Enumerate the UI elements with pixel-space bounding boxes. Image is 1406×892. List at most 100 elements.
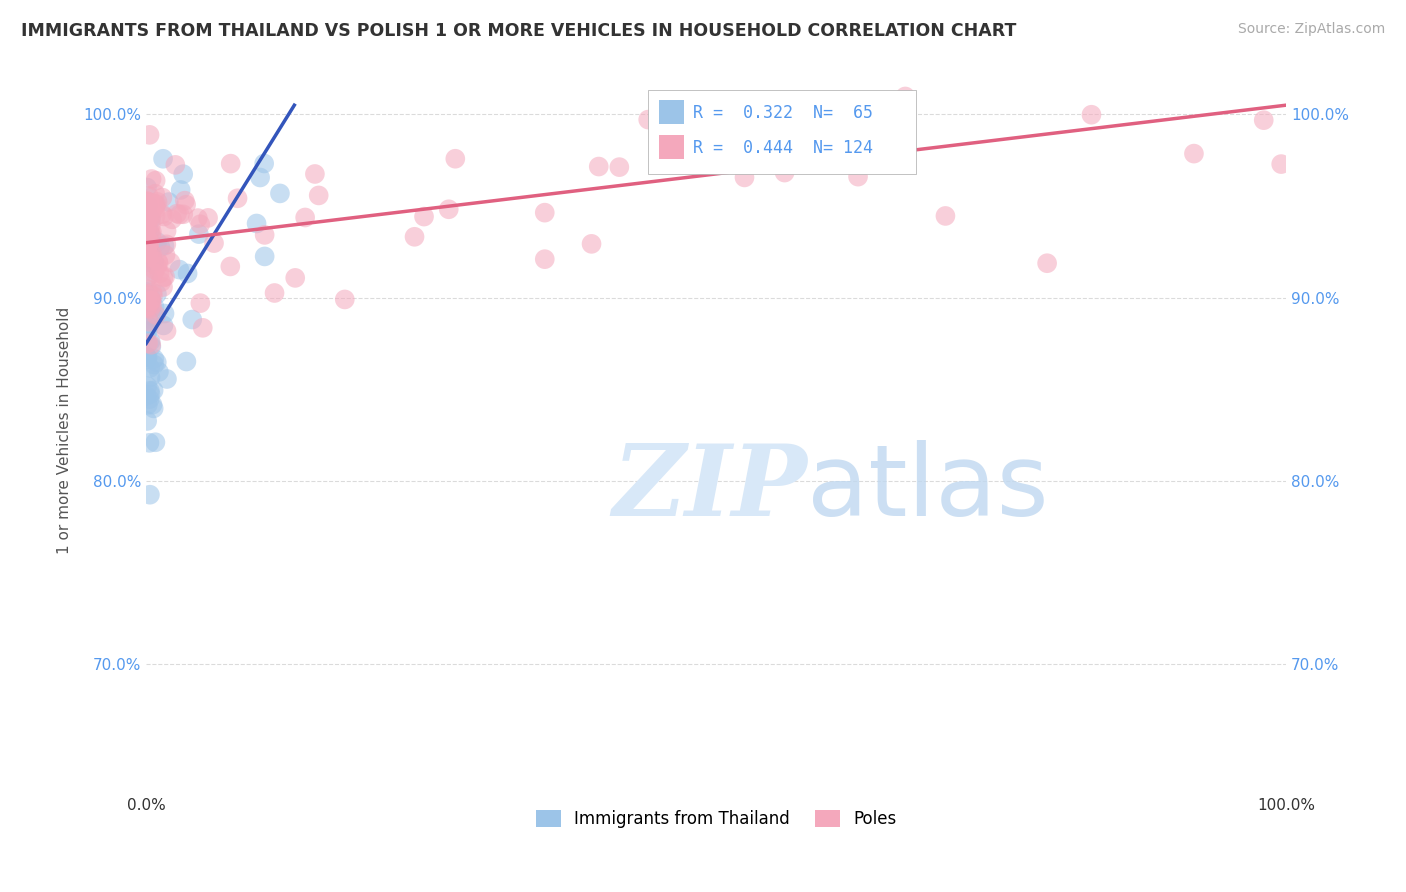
Point [136,379,159,393]
Point [308,188,330,202]
Point [141,294,163,309]
Point [139,360,162,375]
Point [1080,108,1102,122]
Point [141,340,163,354]
Point [1270,157,1292,171]
Point [146,235,169,249]
Point [149,266,172,280]
Text: R =  0.322  N=  65: R = 0.322 N= 65 [693,104,873,122]
Point [872,153,894,168]
Point [153,210,176,224]
Point [139,291,162,305]
Point [138,128,160,142]
Point [142,401,165,416]
FancyBboxPatch shape [648,90,915,174]
Point [135,231,157,245]
Point [138,435,160,450]
Point [139,370,162,384]
Point [138,315,160,329]
Point [141,210,163,224]
Point [136,233,159,247]
Point [135,241,157,255]
Point [141,337,163,351]
Point [143,310,166,325]
Point [146,260,169,274]
Point [533,205,555,219]
Point [934,209,956,223]
Point [588,160,610,174]
Point [135,389,157,403]
Point [166,206,188,220]
Point [136,270,159,285]
Point [136,242,159,256]
Point [136,351,159,365]
Point [145,308,167,322]
Point [141,251,163,265]
Point [136,414,159,428]
Point [138,312,160,326]
Point [226,191,249,205]
Point [1036,256,1059,270]
Point [136,299,159,313]
Point [139,293,162,308]
Point [191,321,214,335]
Point [143,186,166,201]
Point [294,211,316,225]
Point [139,387,162,401]
Point [135,220,157,235]
Text: Source: ZipAtlas.com: Source: ZipAtlas.com [1237,22,1385,37]
Point [139,384,162,398]
Point [146,355,169,369]
Point [138,237,160,252]
Point [156,372,179,386]
Point [148,365,170,379]
Point [136,239,159,253]
Point [136,198,159,212]
Point [141,298,163,312]
Point [143,254,166,268]
Point [773,165,796,179]
Point [153,269,176,284]
Point [197,211,219,225]
Point [136,251,159,265]
Point [136,244,159,259]
Point [136,287,159,301]
Point [173,194,195,208]
Point [219,156,242,170]
Point [136,270,159,285]
Point [143,200,166,214]
Point [136,398,159,412]
Point [172,207,194,221]
Point [149,240,172,254]
Point [245,217,267,231]
Point [136,210,159,224]
Point [1253,113,1275,128]
Point [136,239,159,253]
Point [734,170,756,185]
Point [146,254,169,268]
Point [159,255,181,269]
Point [136,297,159,311]
Point [152,280,174,294]
Point [138,206,160,220]
Bar [659,101,685,124]
Point [150,275,173,289]
Point [135,203,157,218]
Point [333,293,356,307]
Text: R =  0.444  N= 124: R = 0.444 N= 124 [693,139,873,157]
Point [141,225,163,239]
Point [143,266,166,280]
Point [136,251,159,265]
Point [136,246,159,260]
Point [304,167,326,181]
Point [188,217,211,231]
Y-axis label: 1 or more Vehicles in Household: 1 or more Vehicles in Household [58,307,72,554]
Point [139,301,162,316]
Point [135,196,157,211]
Point [143,197,166,211]
Point [141,285,163,300]
Point [174,197,197,211]
Point [437,202,460,217]
Point [894,89,917,103]
Point [249,170,271,185]
